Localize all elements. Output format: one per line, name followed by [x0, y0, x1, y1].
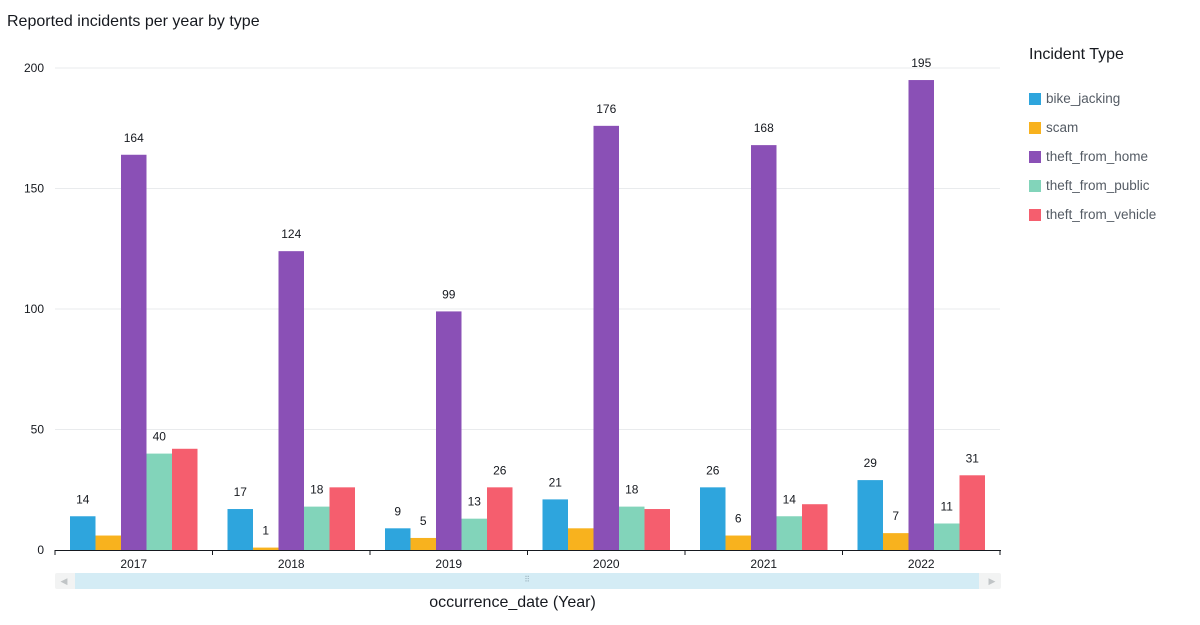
data-label: 9: [394, 504, 401, 518]
data-label: 6: [735, 512, 742, 526]
bar-theft_from_home-2021[interactable]: [751, 145, 777, 550]
x-tick-label: 2021: [750, 557, 777, 571]
y-tick-label: 0: [37, 543, 44, 557]
chart-title: Reported incidents per year by type: [7, 13, 260, 30]
bar-theft_from_vehicle-2017[interactable]: [172, 448, 198, 550]
bar-theft_from_public-2020[interactable]: [619, 506, 645, 550]
x-axis-title: occurrence_date (Year): [429, 594, 596, 611]
x-axis: 2017 2018 2019 2020 2021 2022: [54, 550, 1001, 571]
x-tick-label: 2017: [120, 557, 147, 571]
data-label: 11: [941, 499, 954, 513]
legend-item-bike_jacking[interactable]: bike_jacking: [1029, 84, 1199, 113]
bar-bike_jacking-2017[interactable]: [70, 516, 96, 550]
data-label: 26: [493, 463, 507, 477]
data-label: 17: [234, 485, 248, 499]
legend-label: bike_jacking: [1046, 91, 1121, 106]
bar-theft_from_public-2021[interactable]: [776, 516, 803, 550]
bar-theft_from_vehicle-2019[interactable]: [487, 487, 513, 550]
bar-theft_from_home-2022[interactable]: [908, 80, 935, 551]
data-label: 18: [310, 483, 324, 497]
bar-scam-2021[interactable]: [725, 535, 752, 550]
data-label: 14: [76, 492, 90, 506]
data-label: 168: [754, 121, 774, 135]
legend-item-theft_from_public[interactable]: theft_from_public: [1029, 171, 1199, 200]
legend-swatch: [1029, 208, 1041, 221]
x-tick-label: 2022: [908, 557, 935, 571]
data-label: 164: [124, 131, 144, 145]
legend-swatch: [1029, 121, 1041, 134]
legend-item-scam[interactable]: scam: [1029, 113, 1199, 142]
data-label: 31: [966, 451, 980, 465]
chart-scrollbar[interactable]: ◀ ⠿ ▶: [55, 573, 1001, 589]
bar-theft_from_public-2018[interactable]: [304, 506, 330, 550]
bar-theft_from_vehicle-2021[interactable]: [802, 504, 828, 550]
legend-swatch: [1029, 179, 1041, 192]
data-label: 26: [706, 463, 720, 477]
bar-scam-2020[interactable]: [568, 528, 594, 550]
bar-theft_from_public-2019[interactable]: [461, 518, 488, 550]
data-label: 40: [153, 430, 167, 444]
bar-theft_from_home-2018[interactable]: [278, 251, 305, 550]
data-labels: 14 164 40 17 1 124 18 9 5 99 13 26 21 176 18 26 6 168 14 29…: [76, 56, 979, 538]
data-label: 124: [281, 227, 301, 241]
bar-theft_from_home-2019[interactable]: [436, 311, 462, 550]
bar-theft_from_home-2020[interactable]: [593, 125, 620, 550]
bar-chart: 0 50 100 150 200 14 164 40 17 1 124 18 9 5 99 13 26 21 17…: [24, 56, 1001, 571]
grip-icon[interactable]: ⠿: [524, 575, 530, 584]
data-label: 1: [262, 524, 269, 538]
data-label: 99: [442, 287, 456, 301]
bar-bike_jacking-2021[interactable]: [700, 487, 726, 550]
bar-theft_from_public-2017[interactable]: [146, 453, 173, 550]
bar-bike_jacking-2022[interactable]: [857, 480, 884, 550]
bar-theft_from_vehicle-2020[interactable]: [644, 509, 671, 550]
bar-theft_from_vehicle-2018[interactable]: [329, 487, 356, 550]
legend-item-theft_from_home[interactable]: theft_from_home: [1029, 142, 1199, 171]
bar-scam-2022[interactable]: [883, 533, 909, 550]
bar-bike_jacking-2020[interactable]: [542, 499, 569, 550]
data-label: 5: [420, 514, 427, 528]
legend-swatch: [1029, 92, 1041, 105]
y-tick-label: 200: [24, 61, 44, 75]
bar-bike_jacking-2018[interactable]: [227, 509, 254, 550]
bar-scam-2019[interactable]: [410, 537, 437, 550]
x-tick-label: 2019: [435, 557, 462, 571]
legend-label: scam: [1046, 120, 1079, 135]
gridlines: [55, 67, 1000, 430]
legend-item-theft_from_vehicle[interactable]: theft_from_vehicle: [1029, 200, 1199, 229]
legend-label: theft_from_public: [1046, 178, 1150, 193]
bar-scam-2018[interactable]: [253, 547, 279, 550]
bar-bike_jacking-2019[interactable]: [385, 528, 411, 550]
data-label: 14: [783, 492, 797, 506]
legend-swatch: [1029, 150, 1041, 163]
bar-theft_from_public-2022[interactable]: [934, 523, 960, 550]
scroll-right-icon[interactable]: ▶: [988, 576, 996, 586]
data-label: 13: [468, 495, 482, 509]
bar-theft_from_vehicle-2022[interactable]: [959, 475, 986, 550]
data-label: 176: [596, 102, 616, 116]
bars: [70, 80, 986, 551]
scroll-left-icon[interactable]: ◀: [60, 576, 68, 586]
data-label: 195: [911, 56, 931, 70]
x-tick-label: 2020: [593, 557, 620, 571]
scrollbar-thumb[interactable]: ⠿: [75, 573, 979, 589]
data-label: 21: [549, 475, 563, 489]
bar-theft_from_home-2017[interactable]: [121, 154, 147, 550]
x-tick-label: 2018: [278, 557, 305, 571]
legend-label: theft_from_vehicle: [1046, 207, 1157, 222]
data-label: 7: [892, 509, 899, 523]
bar-scam-2017[interactable]: [95, 535, 122, 550]
y-axis: 0 50 100 150 200: [24, 61, 44, 557]
data-label: 29: [864, 456, 878, 470]
y-tick-label: 100: [24, 302, 44, 316]
legend-title: Incident Type: [1029, 46, 1124, 63]
data-label: 18: [625, 483, 639, 497]
y-tick-label: 150: [24, 182, 44, 196]
y-tick-label: 50: [31, 423, 45, 437]
legend-label: theft_from_home: [1046, 149, 1149, 164]
